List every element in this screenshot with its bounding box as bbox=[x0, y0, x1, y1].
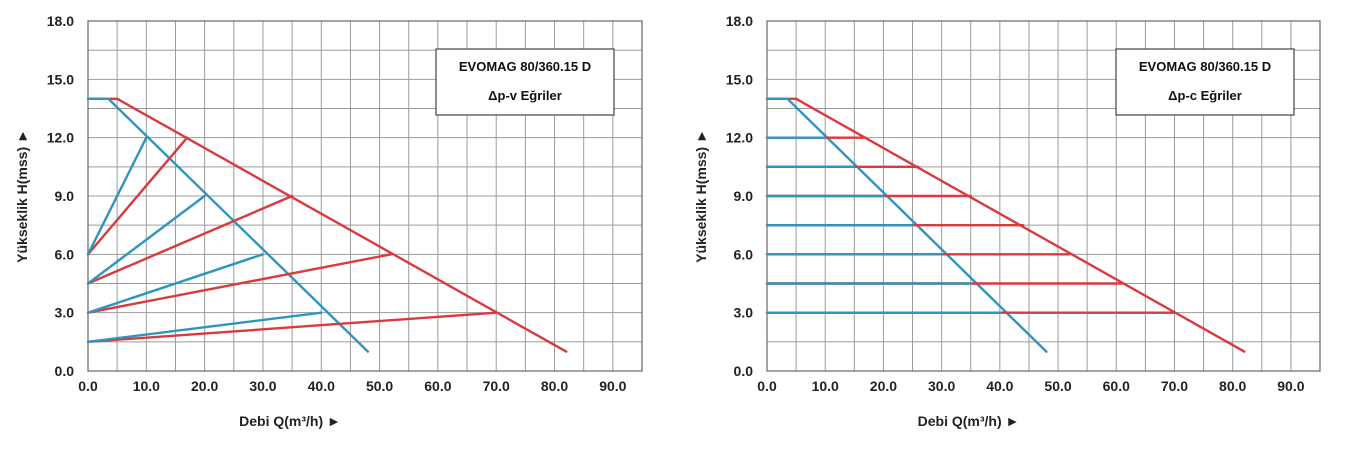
y-tick-label: 6.0 bbox=[734, 246, 754, 262]
y-tick-label: 12.0 bbox=[47, 130, 74, 146]
legend-box: EVOMAG 80/360.15 D Δp-c Eğriler bbox=[1115, 48, 1295, 116]
y-tick-label: 9.0 bbox=[734, 188, 754, 204]
curve-blue bbox=[86, 311, 323, 343]
x-tick-label: 50.0 bbox=[1044, 378, 1071, 394]
legend-title: EVOMAG 80/360.15 D bbox=[1139, 59, 1271, 74]
x-tick-label: 10.0 bbox=[133, 378, 160, 394]
x-tick-label: 80.0 bbox=[1219, 378, 1246, 394]
y-tick-label: 12.0 bbox=[726, 130, 753, 146]
x-tick-label: 20.0 bbox=[870, 378, 897, 394]
grid bbox=[87, 20, 643, 372]
curve-blue bbox=[765, 97, 1048, 353]
y-tick-label: 18.0 bbox=[726, 13, 753, 29]
legend-box: EVOMAG 80/360.15 D Δp-v Eğriler bbox=[435, 48, 615, 116]
curve-red bbox=[86, 194, 294, 285]
x-tick-label: 60.0 bbox=[1103, 378, 1130, 394]
y-axis-label: Yükseklik H(mss) ► bbox=[693, 129, 709, 263]
curve-blue bbox=[86, 136, 148, 256]
x-tick-label: 90.0 bbox=[599, 378, 626, 394]
curve-red bbox=[86, 253, 393, 314]
x-axis-label: Debi Q(m³/h) ► bbox=[918, 413, 1020, 429]
y-tick-label: 0.0 bbox=[55, 363, 75, 379]
legend-frame bbox=[1115, 48, 1295, 116]
x-tick-label: 60.0 bbox=[424, 378, 451, 394]
plot-frame bbox=[87, 20, 643, 372]
curve-red bbox=[86, 136, 189, 256]
x-tick-label: 40.0 bbox=[986, 378, 1013, 394]
curve-blue bbox=[86, 253, 265, 314]
legend-subtitle: Δp-v Eğriler bbox=[488, 88, 562, 103]
series-group bbox=[765, 97, 1246, 353]
x-tick-label: 0.0 bbox=[78, 378, 98, 394]
x-tick-label: 80.0 bbox=[541, 378, 568, 394]
curve-red bbox=[86, 311, 498, 343]
x-tick-label: 20.0 bbox=[191, 378, 218, 394]
y-tick-label: 18.0 bbox=[47, 13, 74, 29]
legend-title: EVOMAG 80/360.15 D bbox=[459, 59, 591, 74]
x-tick-label: 70.0 bbox=[1161, 378, 1188, 394]
chart-dp-c: 0.0 10.0 20.0 30.0 40.0 50.0 60.0 70.0 80.0 90.0 0… bbox=[693, 13, 1321, 429]
x-axis-label: Debi Q(m³/h) ► bbox=[239, 413, 341, 429]
y-tick-label: 15.0 bbox=[726, 71, 753, 87]
y-tick-label: 9.0 bbox=[55, 188, 75, 204]
legend-frame bbox=[435, 48, 615, 116]
x-tick-label: 10.0 bbox=[812, 378, 839, 394]
y-tick-label: 3.0 bbox=[734, 305, 754, 321]
y-tick-label: 3.0 bbox=[55, 305, 75, 321]
x-tick-label: 90.0 bbox=[1277, 378, 1304, 394]
y-tick-label: 6.0 bbox=[55, 246, 75, 262]
x-tick-label: 0.0 bbox=[757, 378, 777, 394]
y-axis-label: Yükseklik H(mss) ► bbox=[14, 129, 30, 263]
x-tick-label: 40.0 bbox=[308, 378, 335, 394]
curve-blue bbox=[86, 194, 206, 285]
legend-subtitle: Δp-c Eğriler bbox=[1168, 88, 1242, 103]
series-group bbox=[86, 97, 568, 353]
y-tick-label: 15.0 bbox=[47, 71, 74, 87]
y-tick-label: 0.0 bbox=[734, 363, 754, 379]
x-tick-label: 50.0 bbox=[366, 378, 393, 394]
x-tick-label: 30.0 bbox=[249, 378, 276, 394]
x-tick-label: 30.0 bbox=[928, 378, 955, 394]
chart-dp-v: 0.0 10.0 20.0 30.0 40.0 50.0 60.0 70.0 80.0 90.0 0… bbox=[14, 13, 643, 429]
curve-blue bbox=[86, 97, 370, 353]
x-tick-label: 70.0 bbox=[483, 378, 510, 394]
